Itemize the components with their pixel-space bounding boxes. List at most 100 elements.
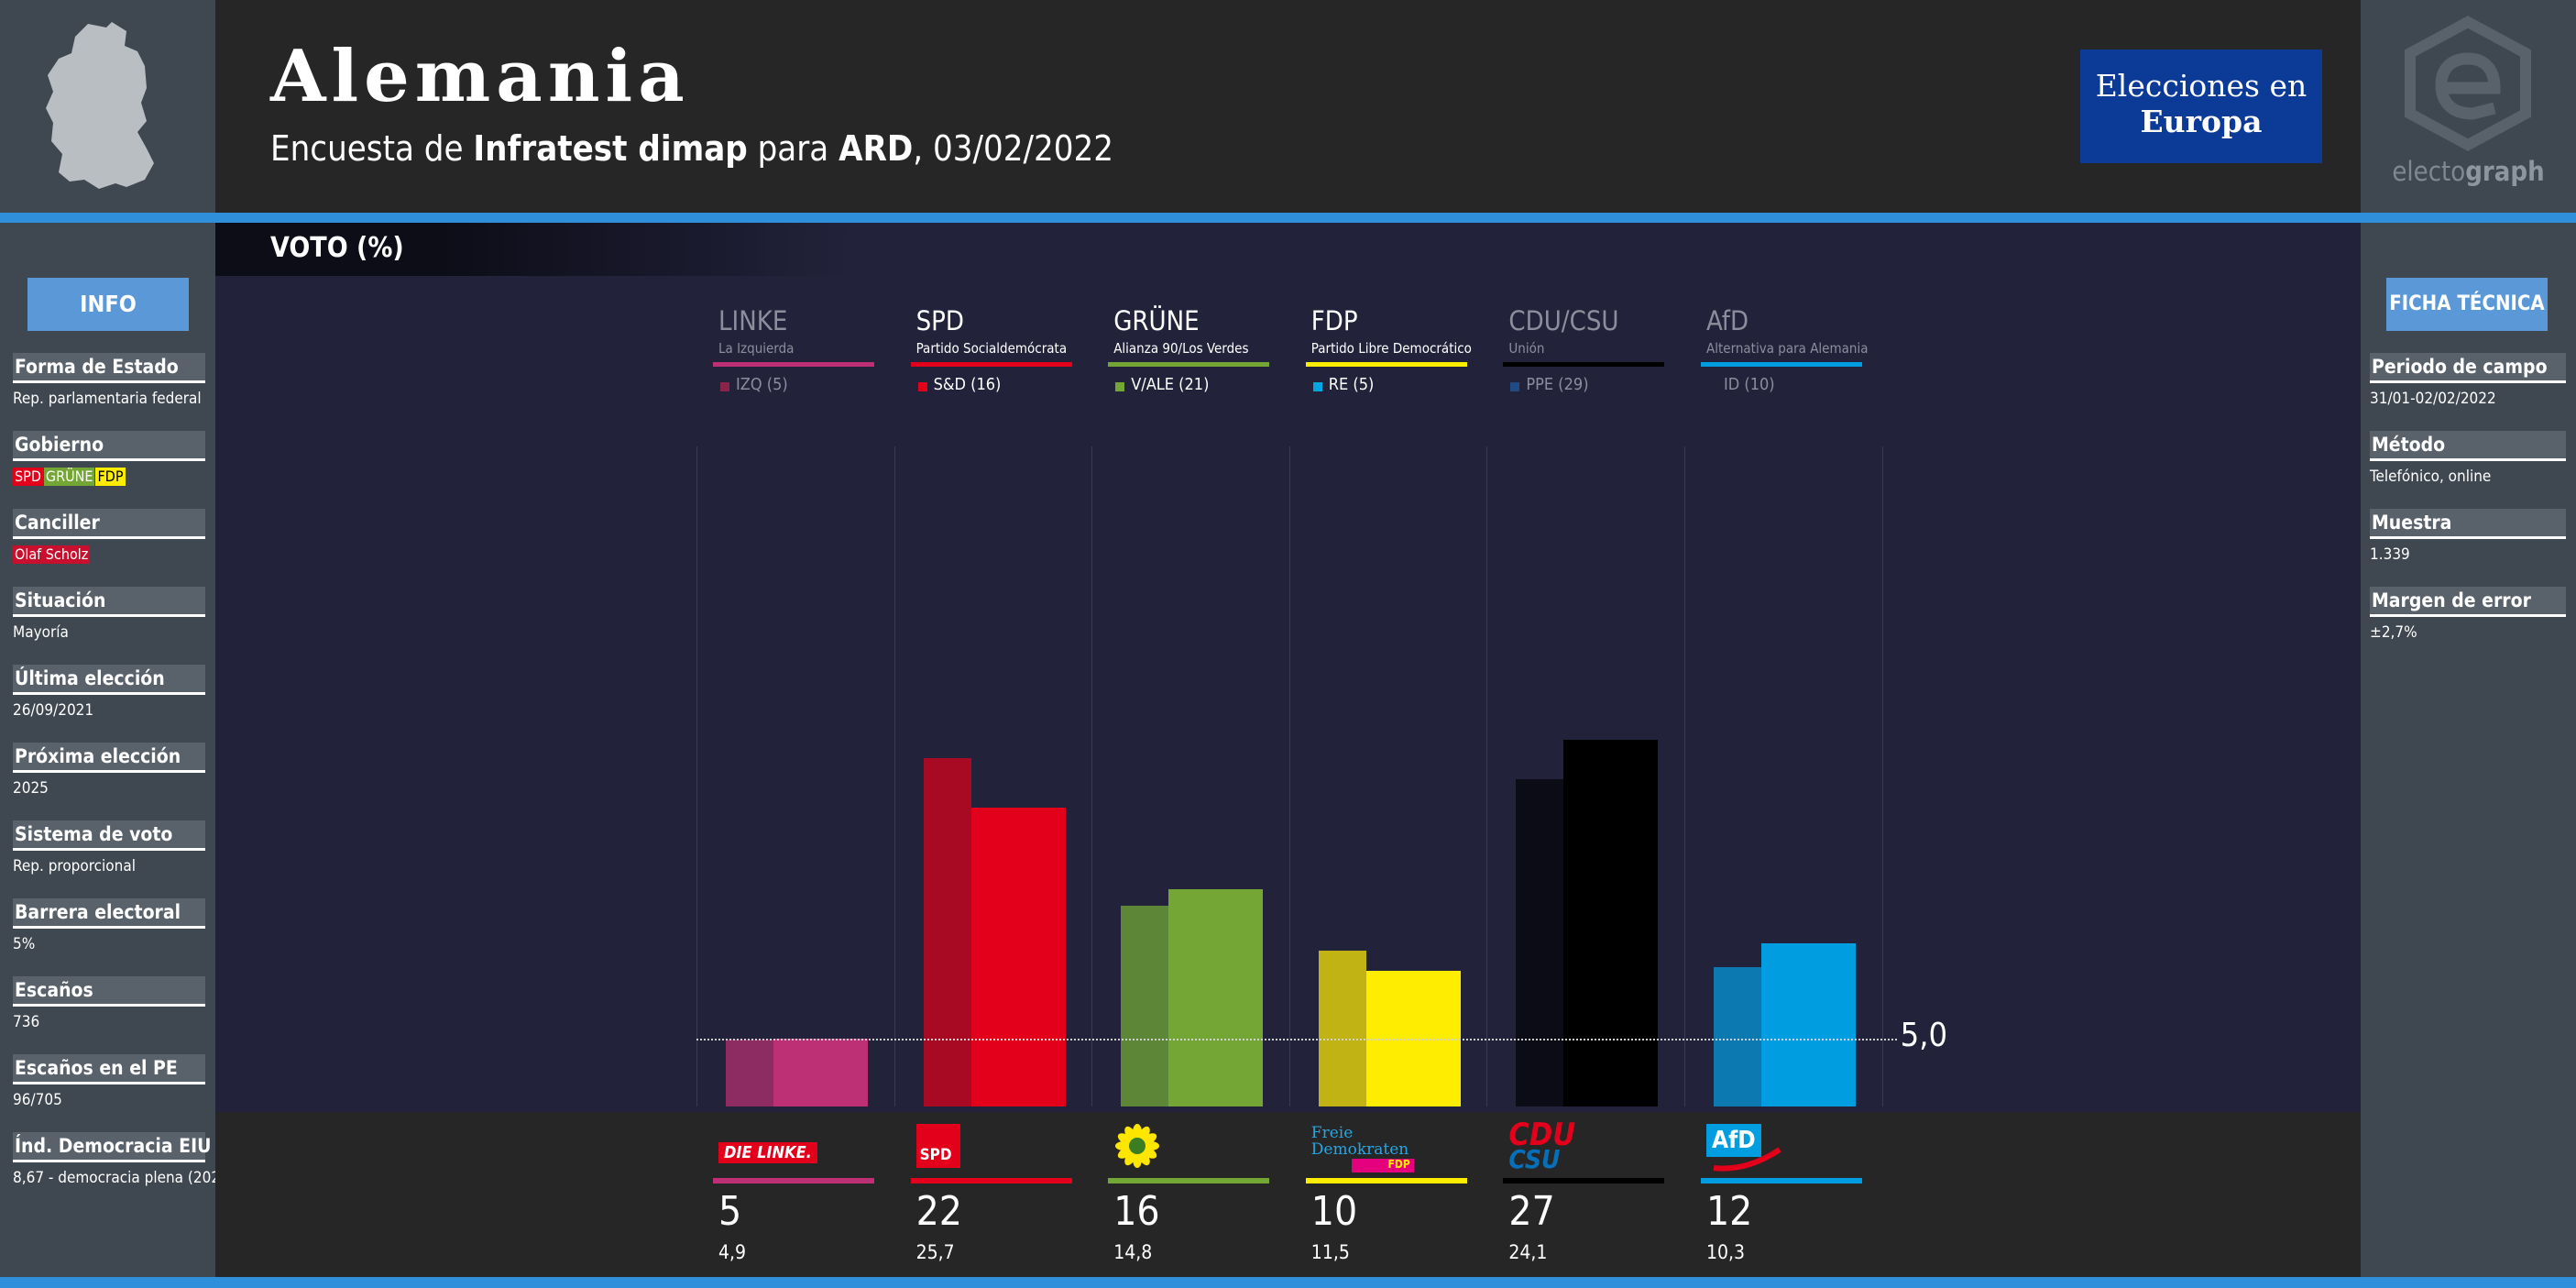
ficha-panel: [2361, 223, 2576, 1277]
logo-text: FDP: [1387, 1158, 1410, 1171]
column-separator: [893, 446, 895, 1106]
party-color-line: [910, 362, 1072, 367]
spd-logo-box: SPD: [915, 1124, 960, 1168]
electograph-logo-icon: [2405, 16, 2531, 151]
party-full-name: Alternativa para Alemania: [1706, 340, 1869, 357]
ficha-item: Muestra 1.339: [2370, 509, 2566, 564]
bar-previous-election: [1714, 966, 1761, 1106]
info-label: Escaños en el PE: [13, 1054, 205, 1084]
poll-subtitle: Encuesta de Infratest dimap para ARD, 03…: [270, 128, 1114, 169]
party-color-line: [1503, 362, 1665, 367]
party-full-name: Unión: [1508, 340, 1545, 357]
party-name: FDP: [1310, 305, 1358, 336]
logo-text: Freie: [1310, 1124, 1354, 1142]
column-separator: [1288, 446, 1290, 1106]
eu-group-label: IZQ (5): [736, 375, 788, 394]
info-label: Gobierno: [13, 431, 205, 461]
info-item: Última elección 26/09/2021: [13, 665, 205, 720]
info-tags: Olaf Scholz: [13, 545, 205, 564]
info-label: Canciller: [13, 509, 205, 539]
info-label: Última elección: [13, 665, 205, 695]
bar-estimate: [1168, 889, 1264, 1106]
country-title: Alemania: [270, 35, 690, 118]
party-name: LINKE: [718, 305, 788, 336]
party-logo-line: [713, 1178, 874, 1183]
eu-group-label: RE (5): [1328, 375, 1375, 394]
ficha-label: Margen de error: [2370, 587, 2566, 617]
logo-text: CDU: [1508, 1117, 1576, 1153]
info-item: Barrera electoral 5%: [13, 898, 205, 953]
eu-group-label: ID (10): [1724, 375, 1775, 394]
column-separator: [1684, 446, 1685, 1106]
bar-previous-election: [923, 757, 971, 1106]
bar-estimate: [970, 808, 1066, 1106]
party-logo-line: [1503, 1178, 1665, 1183]
afd-logo-box: AfD: [1706, 1124, 1761, 1157]
logo-text: DIE LINKE.: [724, 1143, 812, 1162]
bar-previous-election: [726, 1040, 773, 1106]
ficha-value: Telefónico, online: [2370, 468, 2492, 486]
info-item: Gobierno SPD GRÜNE FDP: [13, 431, 205, 486]
party-name: GRÜNE: [1113, 305, 1200, 336]
electograph-wordmark: electograph: [2392, 156, 2545, 187]
footer-divider: [0, 1277, 2576, 1288]
party-tag: SPD: [13, 468, 43, 486]
chart-area: [215, 223, 2361, 1112]
bar-previous-election: [1318, 950, 1366, 1106]
column-separator: [1486, 446, 1488, 1106]
elecciones-en-europa-badge: Elecciones en Europa: [2080, 50, 2322, 163]
die-linke-logo-box: DIE LINKE.: [718, 1142, 817, 1163]
column-separator: [696, 446, 697, 1106]
party-name: AfD: [1706, 305, 1749, 336]
ficha-item: Periodo de campo 31/01-02/02/2022: [2370, 353, 2566, 408]
linke-logo: DIE LINKE.: [718, 1122, 880, 1173]
info-label: Sistema de voto: [13, 820, 205, 851]
party-tag: FDP: [95, 468, 126, 486]
party-full-name: Partido Socialdemócrata: [915, 340, 1068, 357]
party-logos-band: [215, 1112, 2361, 1277]
ficha-value: 1.339: [2370, 545, 2410, 564]
bar-estimate: [1563, 740, 1659, 1106]
info-value: Rep. parlamentaria federal: [13, 390, 202, 408]
info-tags: SPD GRÜNE FDP: [13, 468, 205, 486]
poll-date: , 03/02/2022: [913, 128, 1114, 169]
info-label: Escaños: [13, 976, 205, 1007]
party-color-line: [1701, 362, 1862, 367]
bar-previous-election: [1516, 779, 1564, 1106]
party-tag: GRÜNE: [43, 468, 95, 486]
previous-value: 24,1: [1508, 1241, 1548, 1263]
bar-estimate: [1761, 943, 1856, 1106]
info-label: Índ. Democracia EIU: [13, 1132, 211, 1162]
threshold-line: [696, 1039, 1897, 1040]
eu-group-marker: [1312, 382, 1322, 391]
info-value: 2025: [13, 779, 49, 798]
party-full-name: La Izquierda: [718, 340, 795, 357]
eu-group-marker: [1708, 382, 1717, 391]
germany-map-panel: [0, 0, 215, 213]
info-item: Forma de Estado Rep. parlamentaria federa…: [13, 353, 205, 408]
ficha-value: 31/01-02/02/2022: [2370, 390, 2496, 408]
ficha-label: Muestra: [2370, 509, 2566, 539]
info-label: Forma de Estado: [13, 353, 205, 383]
party-name: CDU/CSU: [1508, 305, 1619, 336]
info-value: Rep. proporcional: [13, 857, 136, 875]
estimate-value: 27: [1508, 1188, 1555, 1235]
info-value: 26/09/2021: [13, 701, 94, 720]
party-tag: Olaf Scholz: [13, 545, 91, 564]
estimate-value: 5: [718, 1188, 742, 1235]
sunflower-icon: [1115, 1124, 1160, 1168]
pollster-name: Infratest dimap: [473, 128, 748, 169]
party-name: SPD: [915, 305, 964, 336]
previous-value: 11,5: [1310, 1241, 1350, 1263]
ficha-item: Método Telefónico, online: [2370, 431, 2566, 486]
column-separator: [1091, 446, 1093, 1106]
eu-group-label: S&D (16): [933, 375, 1002, 394]
party-logo-line: [1701, 1178, 1862, 1183]
info-item: Escaños en el PE 96/705: [13, 1054, 205, 1109]
logo-text: AfD: [1712, 1127, 1756, 1154]
info-label: Situación: [13, 587, 205, 617]
info-item: Canciller Olaf Scholz: [13, 509, 205, 564]
previous-value: 10,3: [1706, 1241, 1746, 1263]
party-color-line: [713, 362, 874, 367]
info-value: 5%: [13, 935, 36, 953]
